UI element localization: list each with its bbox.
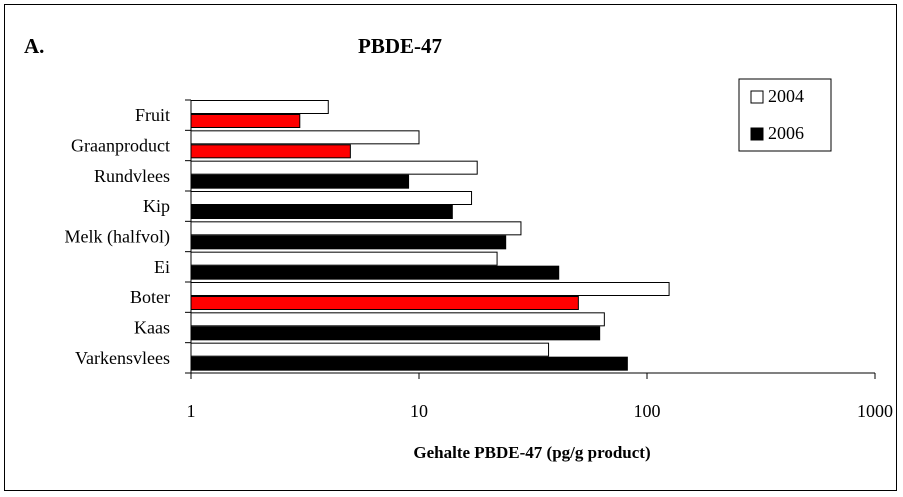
legend: 2004 2006 (738, 78, 832, 152)
legend-label-2006: 2006 (768, 123, 804, 143)
legend-swatch-2006 (750, 127, 764, 141)
bar-2004 (190, 100, 329, 114)
bar-2004 (190, 342, 550, 357)
bar-2004 (190, 251, 498, 266)
bar-2006 (190, 114, 301, 128)
x-axis-title: Gehalte PBDE-47 (pg/g product) (413, 443, 650, 462)
bar-2004 (190, 221, 522, 236)
bar-2006 (190, 144, 351, 159)
bar-2006 (190, 296, 579, 310)
bar-2006 (190, 235, 507, 250)
bar-2006 (190, 356, 628, 371)
y-tick-label: Boter (130, 287, 170, 307)
y-tick-label: Ei (154, 257, 170, 277)
bars (190, 100, 670, 371)
bar-2004 (190, 312, 605, 327)
y-tick-label: Melk (halfvol) (65, 227, 170, 248)
x-tick-label: 100 (634, 401, 661, 421)
bar-2004 (190, 130, 420, 145)
y-tick-label: Rundvlees (94, 166, 170, 186)
bar-2006 (190, 205, 453, 219)
bar-2006 (190, 265, 560, 280)
bar-2006 (190, 326, 601, 341)
y-tick-label: Varkensvlees (75, 348, 170, 368)
y-tick-label: Fruit (135, 105, 170, 125)
bar-2004 (190, 160, 478, 175)
y-tick-label: Kip (143, 196, 170, 216)
x-tick-label: 1 (187, 401, 196, 421)
bar-2004 (190, 282, 670, 296)
bar-2004 (190, 191, 473, 205)
x-tick-label: 1000 (857, 401, 893, 421)
legend-label-2004: 2004 (768, 86, 804, 106)
panel-label: A. (24, 34, 44, 58)
x-tick-label: 10 (410, 401, 428, 421)
chart-title: PBDE-47 (358, 34, 442, 58)
y-tick-label: Graanproduct (71, 136, 170, 156)
legend-swatch-2004 (750, 90, 764, 104)
bar-2006 (190, 174, 410, 189)
y-tick-label: Kaas (134, 318, 170, 338)
